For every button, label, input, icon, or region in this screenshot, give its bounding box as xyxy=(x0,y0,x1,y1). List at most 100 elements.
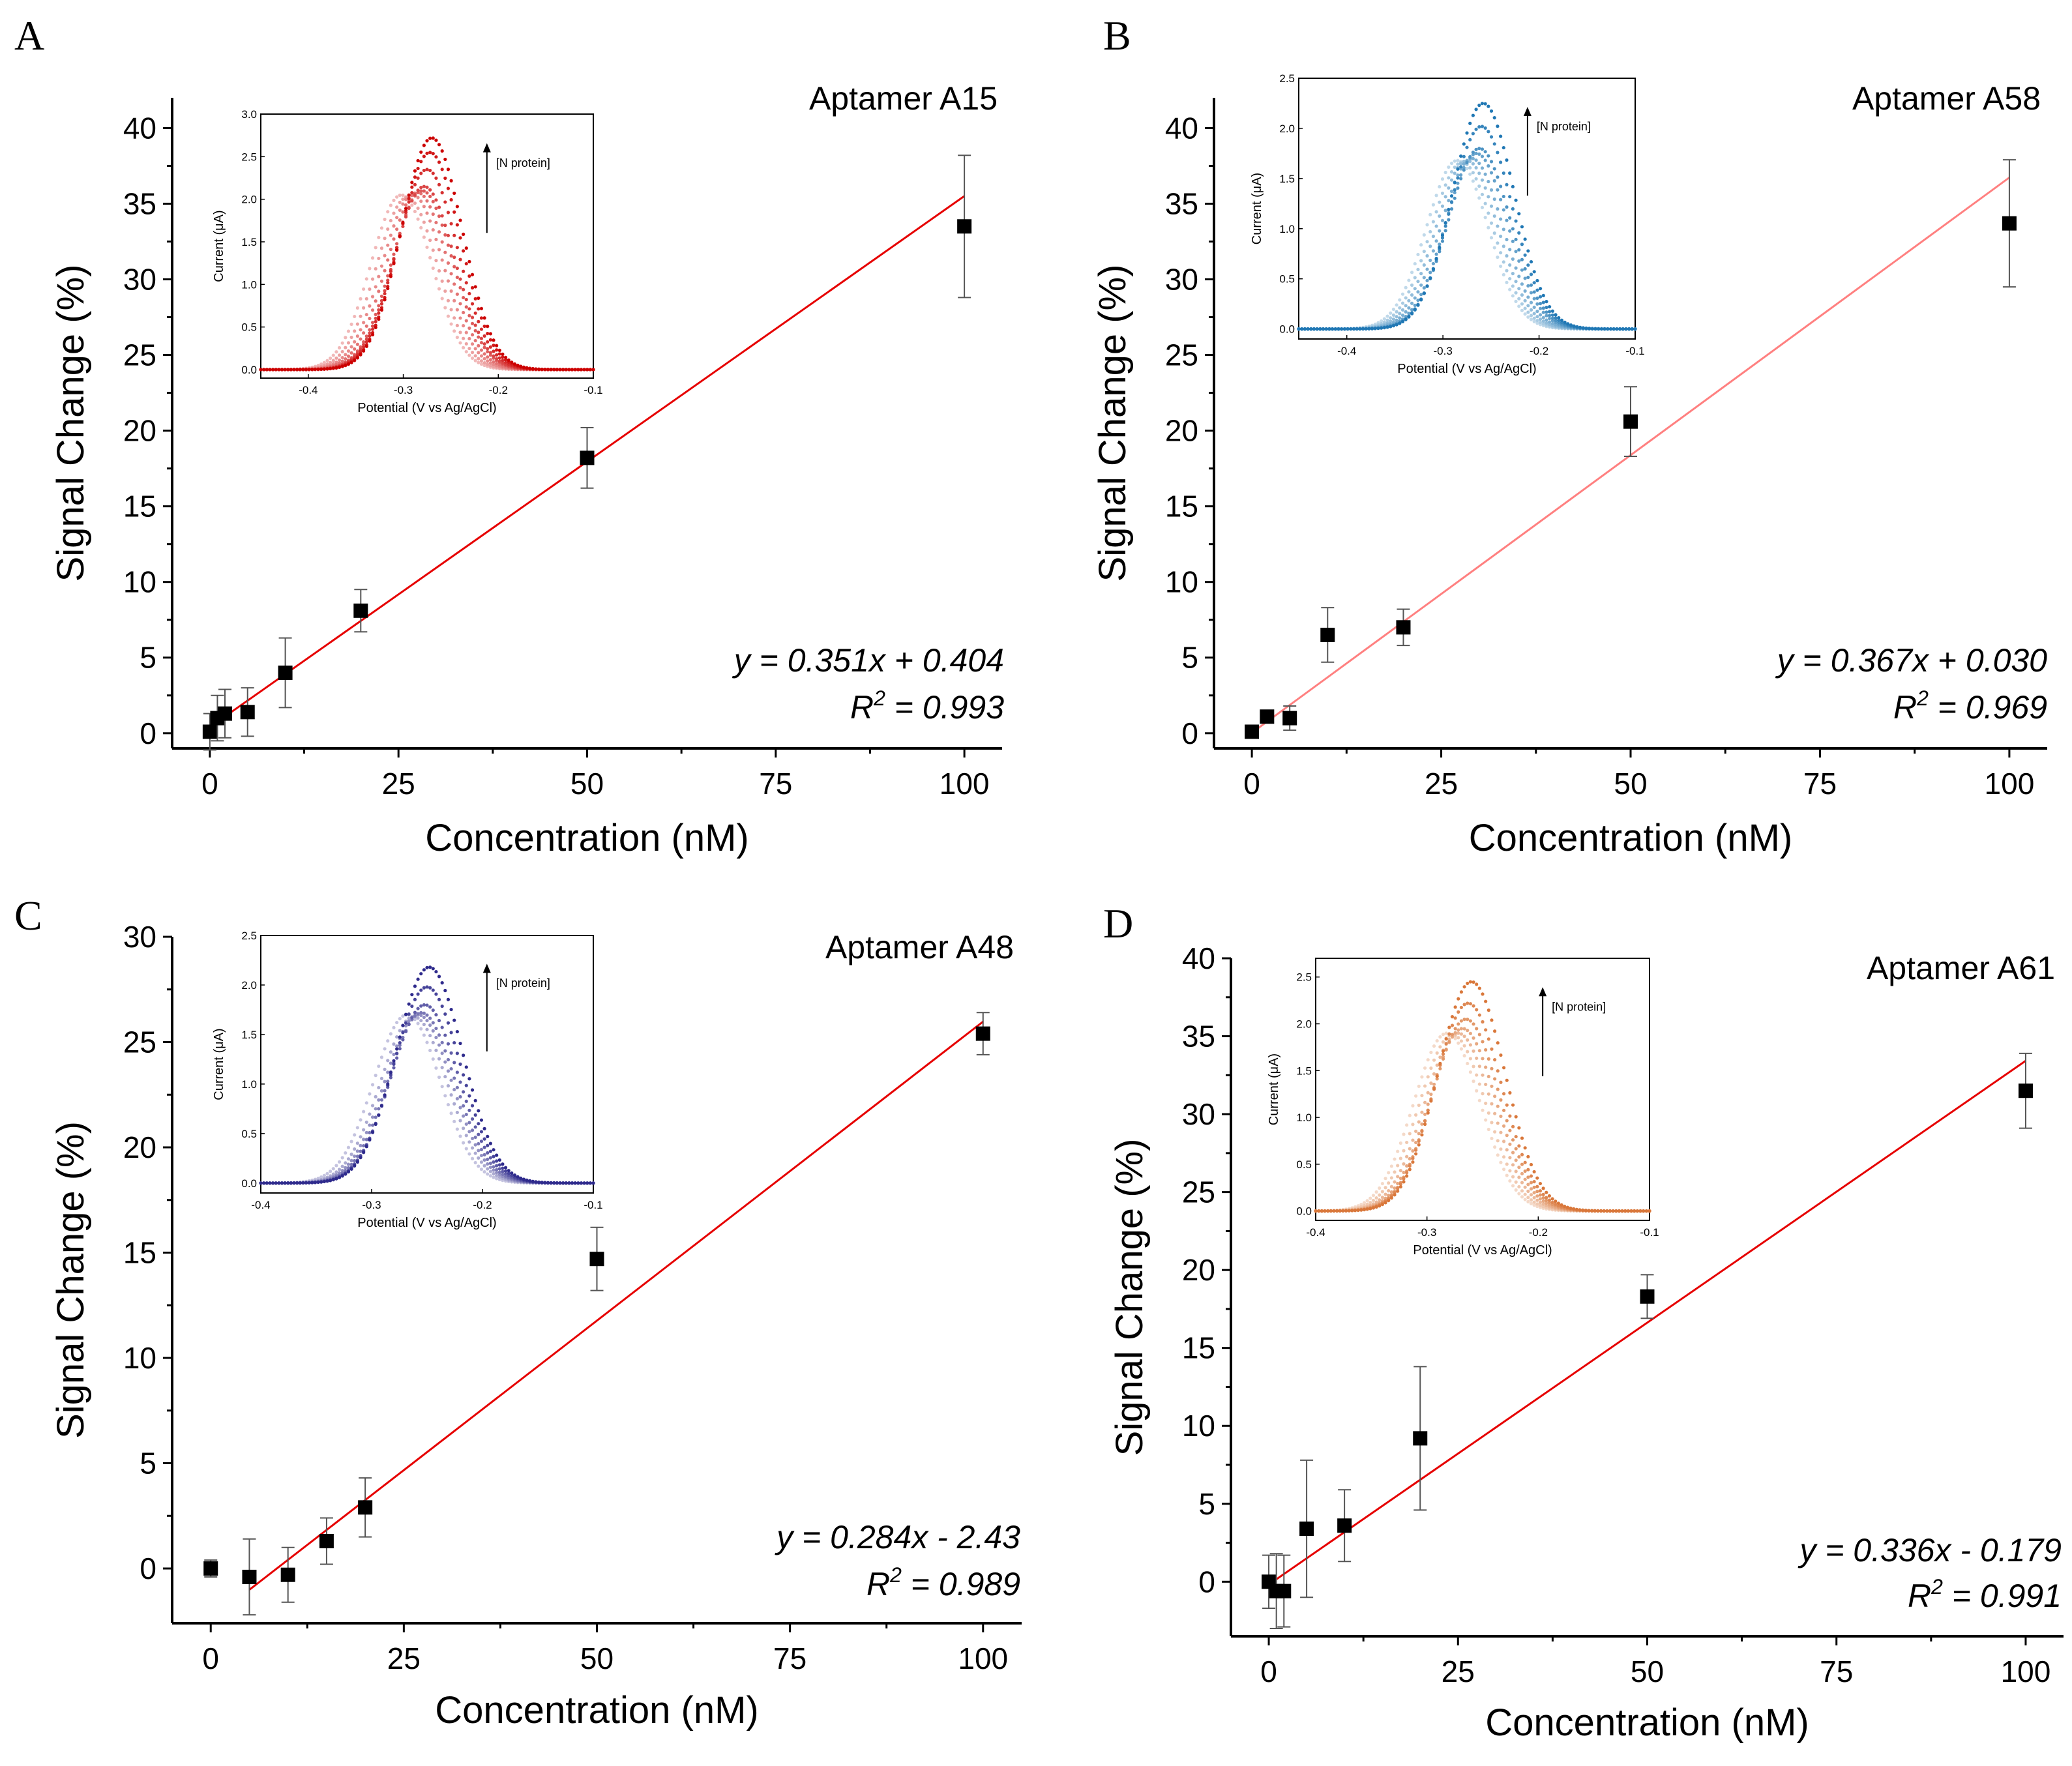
inset-curve-point xyxy=(1422,286,1426,290)
inset-curve-point xyxy=(274,1181,278,1185)
inset-curve-point xyxy=(1520,293,1524,297)
inset-curve-point xyxy=(377,1113,381,1117)
inset-curve-point xyxy=(1483,186,1487,190)
inset-curve-point xyxy=(449,1067,453,1071)
inset-curve-point xyxy=(503,361,508,364)
inset-curve-point xyxy=(370,1115,375,1119)
inset-curve-point xyxy=(1511,239,1515,243)
inset-curve-point xyxy=(431,1029,435,1033)
inset-curve-point xyxy=(353,340,357,344)
inset-curve-point xyxy=(1493,1111,1497,1115)
inset-curve-point xyxy=(1425,240,1429,244)
inset-curve-point xyxy=(379,1055,384,1059)
inset-curve-point xyxy=(419,1013,423,1018)
inset-curve-point xyxy=(1353,1209,1357,1213)
inset-curve-point xyxy=(334,356,338,360)
inset-curve-point xyxy=(462,1126,466,1130)
inset-curve-point xyxy=(1541,316,1545,319)
inset-curve-point xyxy=(437,1033,441,1037)
inset-curve-point xyxy=(1523,253,1527,257)
inset-curve-point xyxy=(346,362,351,366)
inset-curve-point xyxy=(1523,267,1527,271)
inset-curve-point xyxy=(362,321,366,325)
inset-plot: 0.00.51.01.52.02.5-0.4 -0.3 -0.2 -0.1Potent… xyxy=(1250,72,1645,376)
inset-curve-point xyxy=(1538,1197,1543,1201)
inset-curve-point xyxy=(1605,1209,1609,1213)
inset-curve-point xyxy=(1550,1200,1554,1205)
inset-curve-point xyxy=(1395,318,1399,322)
inset-curve-point xyxy=(398,1029,402,1033)
inset-curve-point xyxy=(1350,1209,1354,1213)
inset-curve-point xyxy=(1492,142,1496,146)
inset-curve-point xyxy=(431,988,435,992)
x-tick-label: 75 xyxy=(1803,767,1837,801)
inset-curve-point xyxy=(379,308,384,312)
inset-curve-point xyxy=(437,248,441,252)
inset-curve-point xyxy=(458,286,462,289)
inset-curve-point xyxy=(1443,229,1447,233)
inset-plot: 0.00.51.01.52.02.5-0.4 -0.3 -0.2 -0.1Potent… xyxy=(1267,958,1659,1258)
inset-curve-point xyxy=(1456,162,1460,166)
inset-curve-point xyxy=(346,1157,351,1161)
inset-curve-point xyxy=(1468,1031,1472,1035)
inset-curve-point xyxy=(1529,308,1533,312)
inset-y-tick-label: 2.0 xyxy=(1279,123,1295,135)
inset-curve-point xyxy=(1508,1128,1512,1132)
inset-curve-point xyxy=(1398,316,1402,320)
inset-curve-point xyxy=(486,1151,490,1155)
inset-curve-point xyxy=(501,1170,505,1173)
inset-curve-point xyxy=(1593,327,1597,331)
inset-curve-point xyxy=(1462,1044,1466,1048)
inset-curve-point xyxy=(462,1073,466,1077)
inset-curve-point xyxy=(1508,263,1512,267)
inset-curve-point xyxy=(1475,1056,1479,1060)
inset-curve-point xyxy=(1475,1042,1479,1046)
inset-curve-point xyxy=(1314,1209,1318,1213)
inset-curve-point xyxy=(443,250,447,254)
inset-curve-point xyxy=(419,1018,423,1023)
inset-curve-point xyxy=(495,1168,499,1171)
inset-curve-point xyxy=(1481,1020,1485,1024)
inset-arrow-head xyxy=(482,143,491,153)
inset-curve-point xyxy=(1511,284,1515,288)
inset-curve-point xyxy=(364,297,368,301)
inset-curve-point xyxy=(1502,1168,1506,1171)
inset-curve-point xyxy=(1417,1132,1421,1136)
inset-curve-point xyxy=(392,211,396,215)
inset-curve-point xyxy=(1431,220,1435,224)
x-tick-label: 25 xyxy=(1425,767,1458,801)
inset-curve-point xyxy=(271,1181,275,1185)
inset-curve-point xyxy=(422,205,426,209)
inset-curve-point xyxy=(455,1052,459,1055)
inset-curve-point xyxy=(1523,1192,1527,1196)
inset-curve-point xyxy=(1352,327,1356,331)
inset-curve-point xyxy=(534,367,538,371)
inset-curve-point xyxy=(428,194,432,199)
inset-curve-point xyxy=(431,136,435,140)
x-tick-label: 25 xyxy=(1442,1655,1475,1688)
inset-curve-point xyxy=(1346,327,1350,331)
inset-curve-point xyxy=(1499,160,1503,164)
inset-curve-point xyxy=(1496,125,1500,128)
inset-curve-point xyxy=(422,194,426,198)
inset-curve-point xyxy=(344,357,348,361)
inset-curve-point xyxy=(495,362,499,366)
inset-curve-point xyxy=(1434,256,1438,261)
inset-curve-point xyxy=(1520,1171,1524,1176)
inset-curve-point xyxy=(340,359,344,363)
inset-curve-point xyxy=(410,203,414,207)
inset-curve-point xyxy=(434,1066,438,1070)
inset-curve-point xyxy=(588,1181,592,1185)
inset-x-axis-label: Potential (V vs Ag/AgCl) xyxy=(1397,362,1536,376)
inset-curve-point xyxy=(322,361,326,364)
inset-curve-point xyxy=(467,326,471,330)
data-point xyxy=(975,1026,990,1041)
inset-curve-point xyxy=(546,1181,550,1185)
inset-curve-point xyxy=(473,1160,477,1165)
inset-curve-point xyxy=(1496,1069,1500,1073)
inset-curve-point xyxy=(425,168,429,171)
inset-curve-point xyxy=(413,984,417,988)
inset-curve-point xyxy=(452,1018,456,1022)
inset-curve-point xyxy=(383,291,387,296)
inset-curve-point xyxy=(446,1102,451,1107)
